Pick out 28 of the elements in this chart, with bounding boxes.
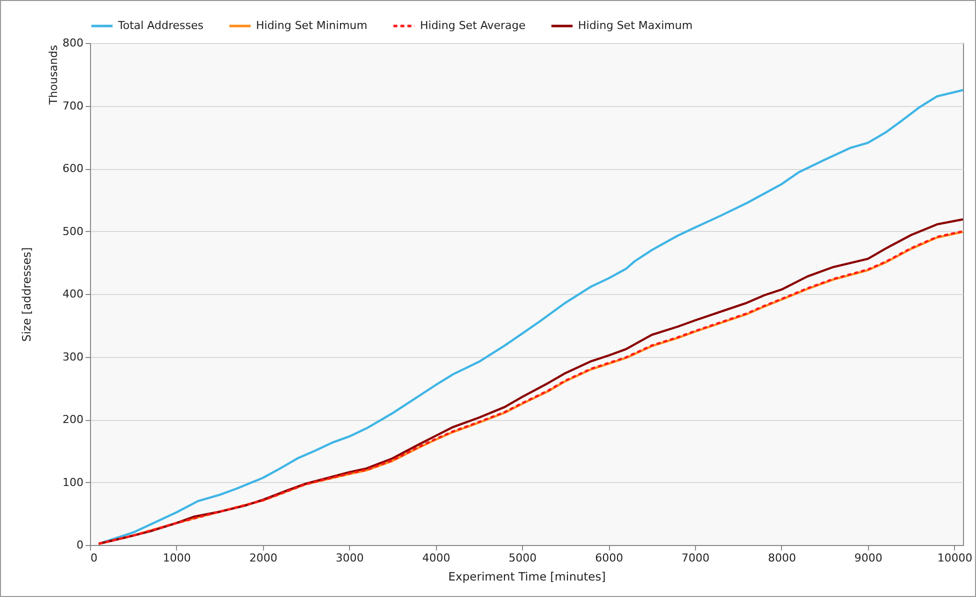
legend-label: Hiding Set Minimum	[256, 19, 368, 32]
y-tick-label: 200	[62, 413, 84, 426]
legend-label: Hiding Set Maximum	[578, 19, 693, 32]
y-tick-label: 400	[62, 288, 84, 300]
y-tick-label: 500	[62, 224, 84, 238]
legend-label: Hiding Set Average	[420, 19, 526, 32]
x-tick-label: 3000	[336, 552, 364, 564]
legend-label: Total Addresses	[117, 19, 204, 32]
x-tick-label: 9000	[854, 552, 882, 564]
x-tick-label: 2000	[249, 552, 278, 564]
y-axis-title: Size [addresses]	[20, 247, 34, 342]
y-tick-label: 300	[62, 350, 84, 364]
x-axis-title: Experiment Time [minutes]	[448, 570, 606, 584]
x-tick-label: 7000	[682, 552, 710, 564]
x-tick-label: 4000	[422, 552, 450, 564]
line-series	[98, 88, 963, 545]
y-tick-label: 100	[62, 476, 84, 489]
y-tick-label: 0	[76, 538, 84, 552]
x-tick-label: 1000	[162, 552, 191, 564]
x-tick-label: 0	[90, 552, 98, 564]
x-tick-label: 6000	[595, 552, 624, 564]
x-tick-label: 8000	[768, 552, 796, 564]
x-tick-label: 10000	[937, 552, 972, 564]
y-tick-label: 600	[62, 162, 84, 175]
text: Thousands	[47, 44, 60, 106]
x-tick-label: 5000	[508, 552, 537, 564]
y-tick-label: 700	[62, 99, 84, 112]
y-tick-label: 800	[62, 36, 84, 50]
